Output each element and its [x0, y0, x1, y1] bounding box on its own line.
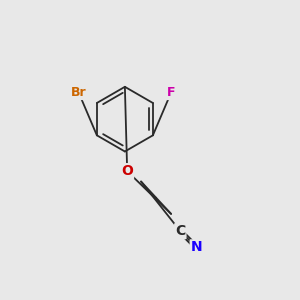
Text: F: F	[167, 86, 175, 99]
Text: Br: Br	[71, 86, 86, 99]
Text: O: O	[121, 164, 133, 178]
Text: C: C	[175, 224, 185, 238]
Text: N: N	[191, 240, 202, 254]
